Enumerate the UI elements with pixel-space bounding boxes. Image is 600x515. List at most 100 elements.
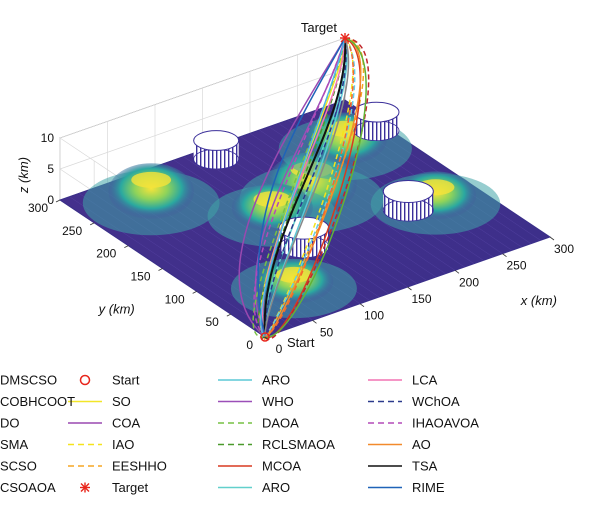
legend-item: EESHHO	[68, 459, 167, 474]
legend-label: TSA	[412, 459, 438, 474]
legend-label: COBHCOOT	[0, 394, 75, 409]
legend-item: IHAOAVOA	[368, 416, 479, 431]
threat-cylinder	[382, 180, 434, 222]
legend-item: SMA	[0, 437, 29, 452]
x-tick-mark	[359, 303, 365, 307]
target-asterisk-stroke	[340, 33, 350, 43]
legend-label: DAOA	[262, 416, 299, 431]
legend-item: IAO	[68, 437, 134, 452]
path-ihaoavoa	[253, 37, 346, 338]
terrain-peak-top	[131, 171, 172, 188]
x-axis-label: x (km)	[520, 293, 557, 308]
legend-item: COA	[68, 416, 141, 431]
path-rclsmaoa	[257, 37, 346, 338]
path-sma	[260, 37, 346, 338]
flight-paths	[238, 37, 370, 340]
y-tick-label: 250	[62, 224, 82, 238]
legend-label: LCA	[412, 373, 438, 388]
legend-item: RIME	[368, 480, 445, 495]
endpoint-markers: Start Target	[260, 20, 350, 350]
legend-label: RCLSMAOA	[262, 437, 335, 452]
path-csoaoa	[264, 37, 355, 338]
legend-item: SO	[68, 394, 131, 409]
x-tick-mark	[502, 253, 507, 257]
x-tick-label: 150	[411, 292, 431, 306]
start-label: Start	[287, 335, 315, 350]
path-wchoa	[264, 37, 347, 338]
x-tick-label: 300	[554, 242, 574, 256]
y-tick-label: 150	[130, 270, 150, 284]
x-tick-label: 50	[320, 325, 334, 339]
legend-item: Start	[79, 373, 140, 388]
path-scso	[264, 37, 350, 338]
y-axis-label: y (km)	[98, 301, 135, 316]
legend-label: IHAOAVOA	[412, 416, 479, 431]
legend-item: Target	[80, 480, 149, 495]
legend-label: WHO	[262, 394, 294, 409]
z-tick-label: 0	[47, 193, 54, 207]
axis-ticks: 0501001502002503000501001502002503000510…	[16, 131, 574, 356]
cylinder-top	[193, 130, 240, 151]
legend-label: DO	[0, 416, 20, 431]
target-marker	[340, 33, 350, 43]
legend-label: Target	[112, 480, 149, 495]
legend-label: ARO	[262, 480, 290, 495]
y-tick-mark	[192, 290, 197, 294]
legend-item: MCOA	[218, 459, 301, 474]
legend-label: DMSCSO	[0, 373, 57, 388]
z-tick-label: 10	[41, 131, 55, 145]
z-tick-label: 5	[47, 162, 54, 176]
path-coa	[238, 37, 346, 338]
legend-item: TSA	[368, 459, 438, 474]
legend-item: DAOA	[218, 416, 299, 431]
y-tick-label: 100	[165, 292, 185, 306]
x-tick-label: 200	[459, 275, 479, 289]
legend-item: CSOAOA	[0, 480, 56, 495]
legend-item: COBHCOOT	[0, 394, 75, 409]
path-ao	[264, 37, 362, 338]
legend-label: IAO	[112, 437, 134, 452]
y-tick-mark	[226, 313, 232, 317]
legend-start-icon	[79, 374, 91, 386]
legend-item: DO	[0, 416, 20, 431]
legend-label: SCSO	[0, 459, 37, 474]
x-tick-label: 250	[506, 259, 526, 273]
terrain-peak-top	[275, 266, 313, 283]
y-tick-label: 50	[205, 315, 219, 329]
legend-item: WChOA	[368, 394, 460, 409]
y-tick-label: 300	[28, 201, 48, 215]
legend-label: EESHHO	[112, 459, 167, 474]
3d-path-plot: 0501001502002503000501001502002503000510…	[16, 20, 574, 356]
path-iao	[264, 37, 354, 338]
threat-cylinder	[278, 216, 330, 259]
cylinder-top	[382, 180, 434, 203]
legend-label: WChOA	[412, 394, 460, 409]
asterisk-stroke	[80, 483, 90, 492]
path-tsa	[263, 37, 347, 338]
legend-label: MCOA	[262, 459, 301, 474]
legend-item: WHO	[218, 394, 294, 409]
legend-label: Start	[112, 373, 140, 388]
legend-item: ARO	[218, 373, 290, 388]
path-who	[254, 37, 346, 338]
gridline	[59, 37, 346, 139]
x-tick-mark	[454, 270, 460, 274]
legend-item: SCSO	[0, 459, 37, 474]
legend-label: ARO	[262, 373, 290, 388]
path-mcoa	[264, 37, 362, 339]
y-tick-mark	[55, 199, 61, 203]
legend-label: RIME	[412, 480, 445, 495]
terrain-peak	[108, 163, 194, 220]
y-tick-mark	[124, 245, 129, 249]
gridline	[59, 68, 346, 170]
y-tick-label: 200	[96, 247, 116, 261]
path-daoa	[252, 37, 346, 338]
y-tick-mark	[158, 268, 163, 271]
legend-target-icon	[80, 482, 90, 493]
legend-item: RCLSMAOA	[218, 437, 335, 452]
y-tick-mark	[89, 222, 95, 226]
start-marker	[260, 332, 270, 342]
legend-label: CSOAOA	[0, 480, 56, 495]
x-tick-mark	[312, 320, 317, 324]
